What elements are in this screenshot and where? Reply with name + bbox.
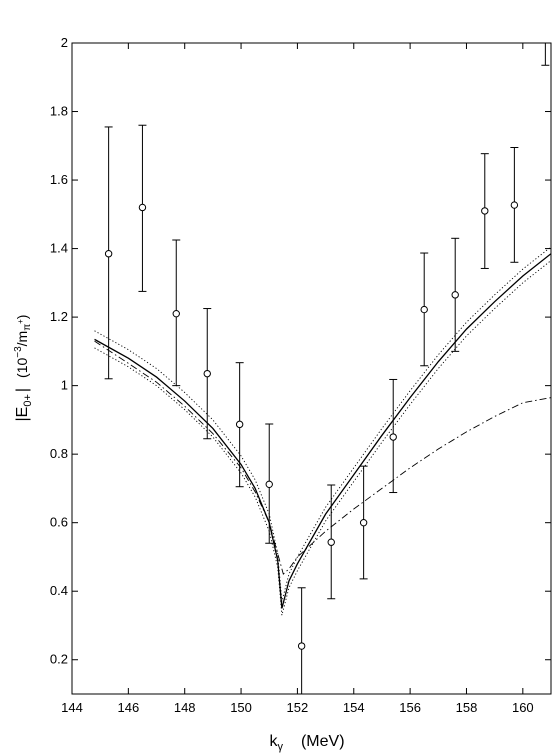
point-marker <box>172 309 180 318</box>
y-tick-label: 1.8 <box>50 104 68 119</box>
data-point <box>359 465 368 580</box>
point-marker <box>203 369 211 378</box>
y-tick-label: 0.8 <box>50 446 68 461</box>
x-tick-label: 156 <box>399 700 421 715</box>
data-point <box>480 153 489 269</box>
data-point <box>327 484 336 600</box>
x-tick-label: 144 <box>61 700 83 715</box>
y-tick-label: 1.4 <box>50 241 68 256</box>
y-axis-label: |E0+ | (10−3/mπ+) <box>13 315 34 422</box>
y-axis-label-unit-b: /m <box>14 331 30 347</box>
x-tick-label: 154 <box>343 700 365 715</box>
plot-frame <box>71 42 552 695</box>
y-tick-label: 1 <box>61 378 68 393</box>
point-marker <box>235 420 244 429</box>
point-marker <box>138 203 147 212</box>
x-tick-label: 160 <box>512 700 534 715</box>
data-point <box>297 587 306 694</box>
curve-solid-0 <box>94 253 551 609</box>
point-marker <box>359 518 368 527</box>
data-point <box>172 239 181 387</box>
y-tick-label: 0.6 <box>50 515 68 530</box>
point-marker <box>420 305 428 314</box>
point-marker <box>265 480 273 489</box>
y-axis-label-main: |E <box>14 407 31 422</box>
y-axis-label-sub: 0+ <box>22 394 34 407</box>
data-point <box>235 362 244 488</box>
x-axis-label-sub: γ <box>277 741 283 753</box>
x-tick-label: 150 <box>230 700 252 715</box>
y-tick-label: 1.6 <box>50 172 68 187</box>
data-point <box>265 423 274 544</box>
x-axis-label-unit: (MeV) <box>301 733 345 750</box>
data-point <box>420 252 429 367</box>
y-axis-label-unit-a: (10 <box>14 358 30 378</box>
x-tick-label: 148 <box>174 700 196 715</box>
y-tick-label: 2 <box>61 35 68 50</box>
point-marker <box>389 433 397 441</box>
point-marker <box>104 250 113 258</box>
x-axis-label: kγ (MeV) <box>269 733 344 753</box>
point-marker <box>327 538 335 546</box>
y-tick-label: 0.4 <box>50 583 68 598</box>
y-axis-label-unit-sub: π <box>22 324 33 331</box>
point-marker <box>481 207 489 215</box>
x-tick-label: 158 <box>456 700 478 715</box>
point-marker <box>510 201 519 209</box>
point-marker <box>297 642 306 650</box>
data-point <box>510 147 519 263</box>
x-axis-label-main: k <box>269 733 278 750</box>
x-tick-label: 152 <box>287 700 309 715</box>
curve-dashdot-3 <box>94 340 551 575</box>
data-point <box>389 378 398 494</box>
y-tick-label: 1.2 <box>50 309 68 324</box>
data-point <box>138 124 147 292</box>
y-axis-label-unit-close: ) <box>14 315 30 320</box>
point-marker <box>451 291 459 299</box>
curve-dotted-2 <box>94 260 551 616</box>
data-point <box>541 6 550 66</box>
y-tick-label: 0.2 <box>50 652 68 667</box>
y-axis-label-mid: | <box>14 388 31 392</box>
data-point <box>104 126 113 380</box>
curve-dotted-1 <box>94 246 551 602</box>
y-axis-label-unit-exp: −3 <box>13 346 24 358</box>
point-marker <box>542 6 548 12</box>
data-point <box>451 237 460 352</box>
x-tick-label: 146 <box>118 700 140 715</box>
data-point <box>203 308 212 440</box>
y-axis-label-unit-sup: + <box>16 319 25 324</box>
